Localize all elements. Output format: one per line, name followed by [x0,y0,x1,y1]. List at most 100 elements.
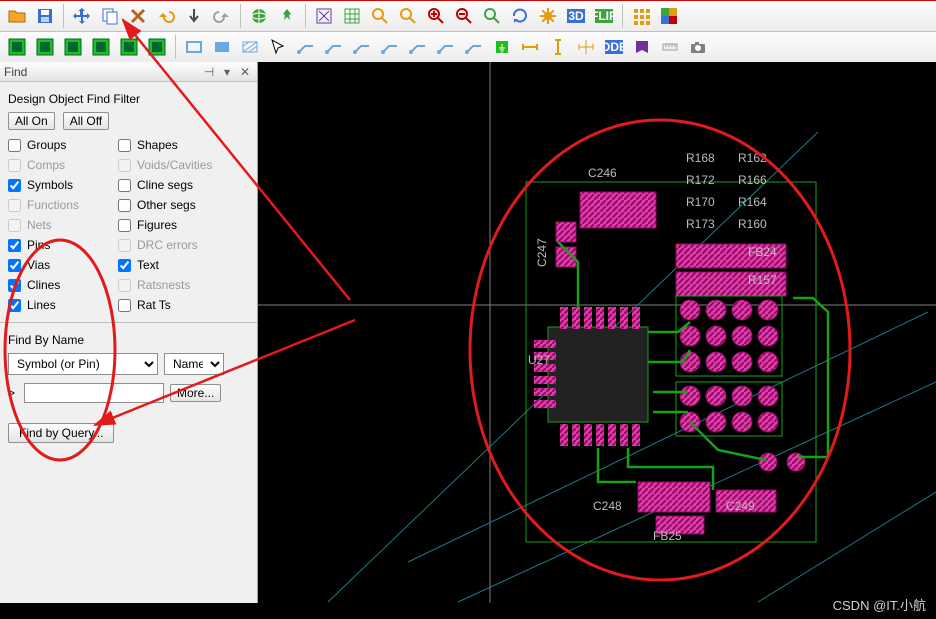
filter-checkbox[interactable] [118,259,131,272]
toolbar-layers: ODE [0,31,936,62]
layer-4-button[interactable] [88,34,114,60]
rect-sel-button[interactable] [181,34,207,60]
filter-pins[interactable]: Pins [8,238,118,252]
route-4-button[interactable] [377,34,403,60]
filter-text[interactable]: Text [118,258,238,272]
prompt-gt: > [8,386,18,400]
filter-other-segs[interactable]: Other segs [118,198,238,212]
filter-checkbox [118,159,131,172]
ground-button[interactable] [489,34,515,60]
zoom-prev-button[interactable] [479,3,505,29]
camera-button[interactable] [685,34,711,60]
find-by-query-button[interactable]: Find by Query... [8,423,114,443]
undo-button[interactable] [153,3,179,29]
route-1-button[interactable] [293,34,319,60]
dim-h-button[interactable] [517,34,543,60]
filter-symbols[interactable]: Symbols [8,178,118,192]
find-panel: Find ⊣ ▾ ✕ Design Object Find Filter All… [0,62,258,603]
filter-rat-ts[interactable]: Rat Ts [118,298,238,312]
zoom-sel-button[interactable] [395,3,421,29]
panel-dropdown-icon[interactable]: ▾ [219,64,235,80]
copy-button[interactable] [97,3,123,29]
layer-3-button[interactable] [60,34,86,60]
save-button[interactable] [32,3,58,29]
refresh-button[interactable] [507,3,533,29]
ode-button[interactable]: ODE [601,34,627,60]
filter-checkbox [118,279,131,292]
world-button[interactable] [246,3,272,29]
filter-checkbox[interactable] [8,259,21,272]
filter-figures[interactable]: Figures [118,218,238,232]
filter-checkbox[interactable] [118,139,131,152]
highlight-button[interactable] [535,3,561,29]
filter-checkbox[interactable] [118,299,131,312]
filter-checkbox [8,159,21,172]
palette-button[interactable] [656,3,682,29]
zoom-out-button[interactable] [451,3,477,29]
redo-button[interactable] [209,3,235,29]
waffle-button[interactable] [628,3,654,29]
route-7-button[interactable] [461,34,487,60]
layer-5-button[interactable] [116,34,142,60]
filter-cline-segs[interactable]: Cline segs [118,178,238,192]
all-on-button[interactable]: All On [8,112,55,130]
flip-button[interactable]: FLIP [591,3,617,29]
panel-pin-icon[interactable]: ⊣ [201,64,217,80]
filter-checkbox[interactable] [8,179,21,192]
filter-checkbox[interactable] [8,239,21,252]
filter-vias[interactable]: Vias [8,258,118,272]
route-3-button[interactable] [349,34,375,60]
zoom-in-button[interactable] [423,3,449,29]
unplaced-button[interactable] [311,3,337,29]
rect-hatch-button[interactable] [237,34,263,60]
layer-6-button[interactable] [144,34,170,60]
filter-groups[interactable]: Groups [8,138,118,152]
open-folder-button[interactable] [4,3,30,29]
rect-fill-button[interactable] [209,34,235,60]
route-5-button[interactable] [405,34,431,60]
find-panel-body: Design Object Find Filter All On All Off… [0,82,257,603]
layer-1-button[interactable] [4,34,30,60]
filter-shapes[interactable]: Shapes [118,138,238,152]
pcb-canvas[interactable]: R168R162R172R166R170R164R173R160FB24R157… [258,62,936,603]
route-6-button[interactable] [433,34,459,60]
filter-checkbox[interactable] [118,199,131,212]
main-area: Find ⊣ ▾ ✕ Design Object Find Filter All… [0,62,936,603]
filter-checkbox[interactable] [118,219,131,232]
route-2-button[interactable] [321,34,347,60]
zoom-full-button[interactable] [367,3,393,29]
down-button[interactable] [181,3,207,29]
pointer-button[interactable] [265,34,291,60]
filter-voids-cavities: Voids/Cavities [118,158,238,172]
pin-button[interactable] [274,3,300,29]
symbol-select[interactable]: Symbol (or Pin) [8,353,158,375]
all-off-button[interactable]: All Off [63,112,109,130]
grid-button[interactable] [339,3,365,29]
filter-checkbox[interactable] [118,179,131,192]
filter-checkbox [8,219,21,232]
svg-text:C246: C246 [588,166,617,180]
dim-xy-button[interactable] [573,34,599,60]
layer-2-button[interactable] [32,34,58,60]
find-name-input[interactable] [24,383,164,403]
filter-checkbox[interactable] [8,279,21,292]
filter-checkbox[interactable] [8,299,21,312]
svg-text:R160: R160 [738,217,767,231]
delete-button[interactable] [125,3,151,29]
svg-text:C247: C247 [535,238,549,267]
more-button[interactable]: More... [170,384,221,402]
3d-button[interactable]: 3D [563,3,589,29]
svg-text:R164: R164 [738,195,767,209]
filter-clines[interactable]: Clines [8,278,118,292]
book-button[interactable] [629,34,655,60]
panel-close-icon[interactable]: ✕ [237,64,253,80]
name-select[interactable]: Name [164,353,224,375]
filter-checkbox[interactable] [8,139,21,152]
move-button[interactable] [69,3,95,29]
find-panel-title: Find [4,65,199,79]
filter-lines[interactable]: Lines [8,298,118,312]
ruler-button[interactable] [657,34,683,60]
svg-text:ODE: ODE [605,40,623,54]
filter-checkbox [118,239,131,252]
dim-v-button[interactable] [545,34,571,60]
